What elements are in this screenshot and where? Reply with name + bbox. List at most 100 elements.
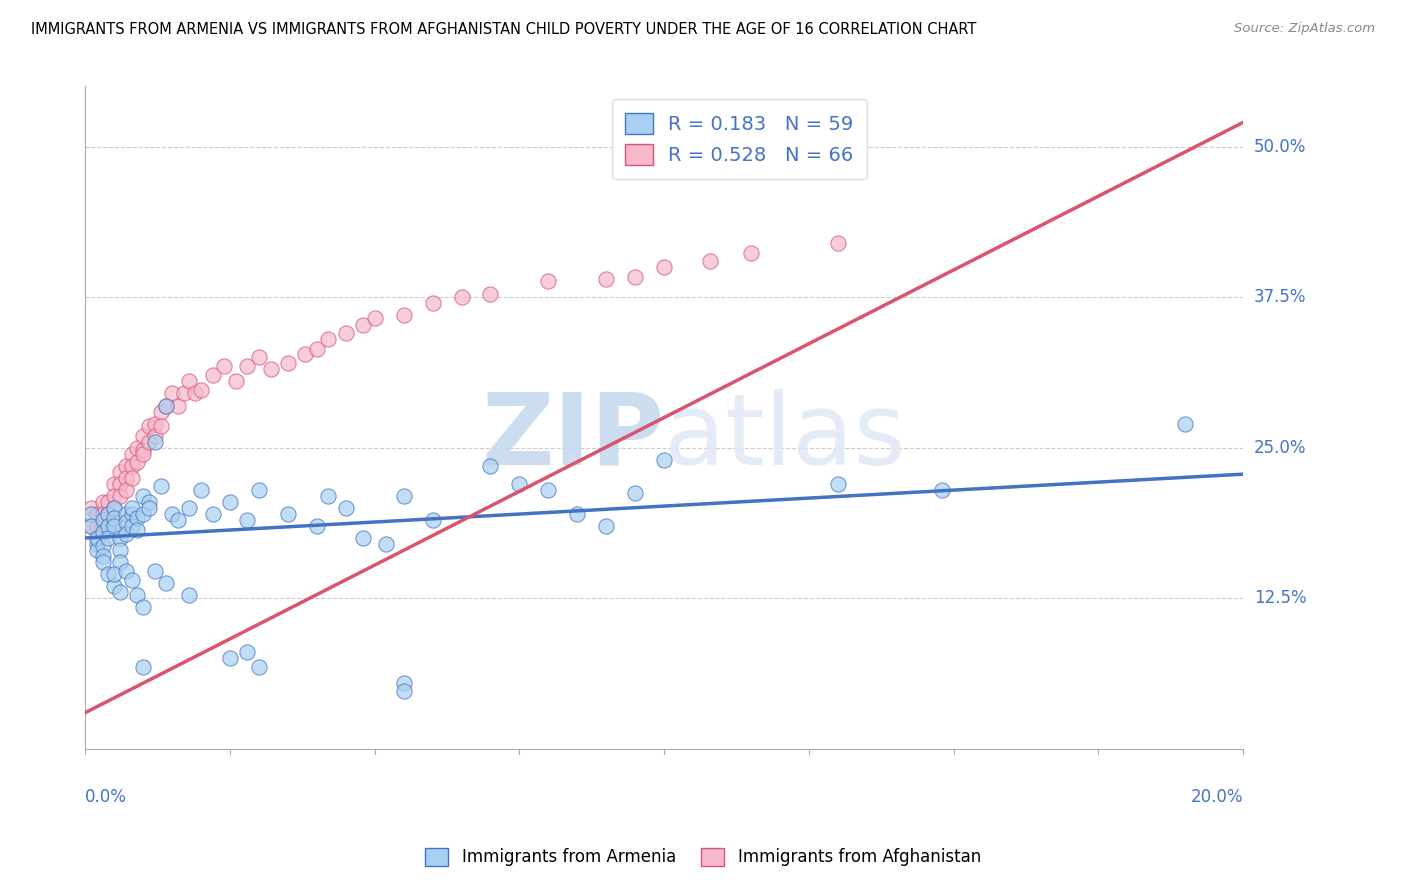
Point <box>103 516 125 530</box>
Point <box>80 519 103 533</box>
Point <box>121 500 143 515</box>
Point <box>97 567 120 582</box>
Point <box>91 549 114 563</box>
Point <box>80 500 103 515</box>
Point <box>190 483 212 497</box>
Point <box>479 286 502 301</box>
Point <box>827 235 849 250</box>
Point <box>392 308 415 322</box>
Point <box>624 486 647 500</box>
Point <box>305 519 328 533</box>
Point <box>86 531 108 545</box>
Point <box>595 272 617 286</box>
Point <box>86 531 108 545</box>
Point <box>103 519 125 533</box>
Legend: Immigrants from Armenia, Immigrants from Afghanistan: Immigrants from Armenia, Immigrants from… <box>419 841 987 873</box>
Point <box>108 465 131 479</box>
Point <box>352 318 374 332</box>
Text: 12.5%: 12.5% <box>1254 590 1306 607</box>
Point <box>422 296 444 310</box>
Point <box>259 362 281 376</box>
Point <box>97 495 120 509</box>
Point <box>91 540 114 554</box>
Point <box>179 500 201 515</box>
Point <box>91 495 114 509</box>
Point <box>80 519 103 533</box>
Text: IMMIGRANTS FROM ARMENIA VS IMMIGRANTS FROM AFGHANISTAN CHILD POVERTY UNDER THE A: IMMIGRANTS FROM ARMENIA VS IMMIGRANTS FR… <box>31 22 976 37</box>
Point <box>143 434 166 449</box>
Point <box>236 359 259 373</box>
Point <box>305 342 328 356</box>
Point <box>143 417 166 431</box>
Point <box>132 660 155 674</box>
Point <box>121 471 143 485</box>
Point <box>184 386 207 401</box>
Point <box>364 310 387 325</box>
Point <box>97 531 120 545</box>
Point <box>121 447 143 461</box>
Point <box>155 575 177 590</box>
Point <box>103 500 125 515</box>
Point <box>422 513 444 527</box>
Point <box>537 483 560 497</box>
Point <box>91 524 114 539</box>
Point <box>114 507 136 521</box>
Point <box>335 326 357 341</box>
Point <box>127 588 149 602</box>
Point <box>108 585 131 599</box>
Point <box>121 458 143 473</box>
Point <box>335 500 357 515</box>
Point <box>827 476 849 491</box>
Point <box>149 404 172 418</box>
Point <box>392 489 415 503</box>
Point <box>352 531 374 545</box>
Point <box>127 510 149 524</box>
Legend: R = 0.183   N = 59, R = 0.528   N = 66: R = 0.183 N = 59, R = 0.528 N = 66 <box>612 99 868 178</box>
Point <box>97 507 120 521</box>
Point <box>392 675 415 690</box>
Point <box>91 513 114 527</box>
Point <box>219 495 242 509</box>
Point <box>103 500 125 515</box>
Text: Source: ZipAtlas.com: Source: ZipAtlas.com <box>1234 22 1375 36</box>
Text: 37.5%: 37.5% <box>1254 288 1306 306</box>
Point <box>247 483 270 497</box>
Point <box>149 479 172 493</box>
Point <box>138 495 160 509</box>
Point <box>138 500 160 515</box>
Point <box>121 507 143 521</box>
Point <box>179 375 201 389</box>
Point <box>1174 417 1197 431</box>
Point <box>392 684 415 698</box>
Point <box>624 269 647 284</box>
Point <box>595 519 617 533</box>
Point <box>86 543 108 558</box>
Point <box>121 573 143 587</box>
Point <box>91 507 114 521</box>
Point <box>103 567 125 582</box>
Point <box>127 455 149 469</box>
Point <box>740 245 762 260</box>
Point <box>294 347 316 361</box>
Text: 50.0%: 50.0% <box>1254 137 1306 155</box>
Point <box>155 399 177 413</box>
Point <box>114 527 136 541</box>
Point <box>132 443 155 458</box>
Point <box>190 383 212 397</box>
Point <box>103 476 125 491</box>
Point <box>143 564 166 578</box>
Point <box>143 428 166 442</box>
Point <box>479 458 502 473</box>
Text: atlas: atlas <box>664 389 905 486</box>
Point <box>149 419 172 434</box>
Point <box>167 399 190 413</box>
Point <box>318 332 340 346</box>
Point <box>212 359 235 373</box>
Point <box>167 513 190 527</box>
Point <box>114 483 136 497</box>
Point <box>91 555 114 569</box>
Point <box>138 419 160 434</box>
Point <box>114 564 136 578</box>
Point <box>108 476 131 491</box>
Point <box>652 452 675 467</box>
